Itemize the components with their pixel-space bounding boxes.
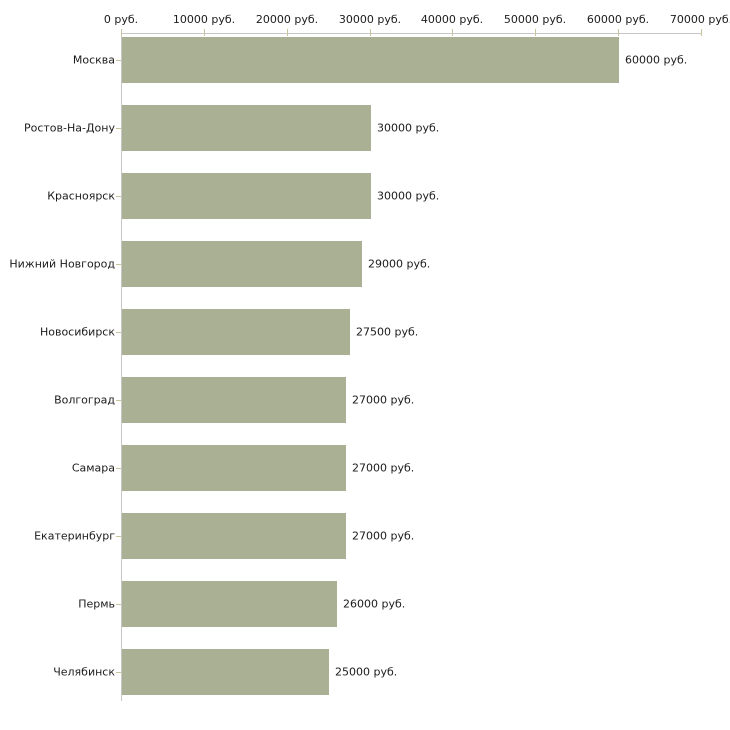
x-axis-tick: [287, 29, 288, 36]
y-axis-tick: [116, 128, 121, 129]
x-axis-tick-label: 50000 руб.: [503, 13, 567, 26]
y-axis-tick: [116, 604, 121, 605]
y-axis-tick: [116, 400, 121, 401]
category-label: Новосибирск: [39, 325, 115, 339]
x-axis-tick-label: 10000 руб.: [172, 13, 236, 26]
y-axis-tick: [116, 264, 121, 265]
value-label: 27000 руб.: [352, 461, 415, 475]
category-label: Ростов-На-Дону: [23, 121, 115, 135]
x-axis-tick-label: 70000 руб.: [669, 13, 730, 26]
y-axis-tick: [116, 536, 121, 537]
category-label: Пермь: [78, 597, 115, 611]
x-axis-tick-label: 0 руб.: [103, 13, 139, 26]
value-label: 29000 руб.: [368, 257, 431, 271]
x-axis-tick-label: 40000 руб.: [420, 13, 484, 26]
x-axis-tick: [121, 29, 122, 36]
category-label: Красноярск: [47, 189, 115, 203]
bar-2: [122, 105, 371, 151]
x-axis-line: [121, 33, 702, 34]
value-label: 25000 руб.: [335, 665, 398, 679]
x-axis-tick-label: 30000 руб.: [338, 13, 402, 26]
value-label: 26000 руб.: [343, 597, 406, 611]
bar-4: [122, 241, 362, 287]
category-label: Челябинск: [53, 665, 115, 679]
x-axis-tick: [535, 29, 536, 36]
value-label: 30000 руб.: [377, 121, 440, 135]
bar-5: [122, 309, 350, 355]
category-label: Нижний Новгород: [9, 257, 115, 271]
y-axis-line: [121, 33, 122, 701]
category-label: Самара: [71, 461, 115, 475]
y-axis-tick: [116, 332, 121, 333]
x-axis-tick: [370, 29, 371, 36]
value-label: 27500 руб.: [356, 325, 419, 339]
bar-8: [122, 513, 346, 559]
value-label: 30000 руб.: [377, 189, 440, 203]
bar-3: [122, 173, 371, 219]
category-label: Москва: [72, 53, 115, 67]
x-axis-tick: [618, 29, 619, 36]
x-axis-tick-label: 20000 руб.: [255, 13, 319, 26]
bar-7: [122, 445, 346, 491]
x-axis-tick: [701, 29, 702, 36]
bar-6: [122, 377, 346, 423]
y-axis-tick: [116, 468, 121, 469]
x-axis-tick: [452, 29, 453, 36]
x-axis-tick: [204, 29, 205, 36]
bar-10: [122, 649, 329, 695]
value-label: 60000 руб.: [625, 53, 688, 67]
value-label: 27000 руб.: [352, 529, 415, 543]
y-axis-tick: [116, 60, 121, 61]
bar-9: [122, 581, 337, 627]
y-axis-tick: [116, 196, 121, 197]
category-label: Екатеринбург: [34, 529, 115, 543]
y-axis-tick: [116, 672, 121, 673]
bar-1: [122, 37, 619, 83]
value-label: 27000 руб.: [352, 393, 415, 407]
category-label: Волгоград: [54, 393, 115, 407]
x-axis-tick-label: 60000 руб.: [586, 13, 650, 26]
